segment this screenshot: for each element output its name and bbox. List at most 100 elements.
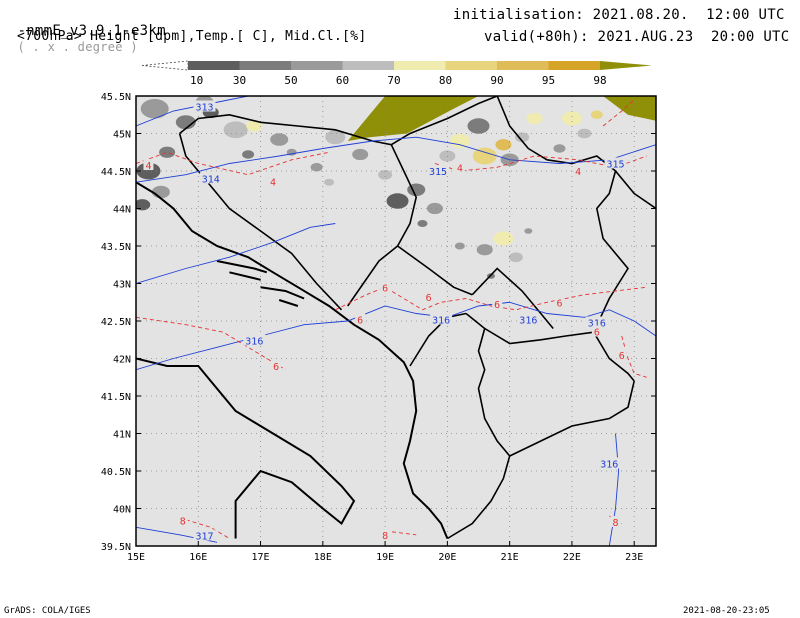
height-contour-label: 316 <box>519 316 537 327</box>
cloud-patch <box>140 98 169 119</box>
init-value: 2021.08.20. 12:00 UTC <box>592 7 785 23</box>
danube-river-border <box>527 147 656 210</box>
temp-contour-6-east <box>621 335 647 378</box>
model-name: -nmmE_v3.9.1-e3km <box>17 23 166 39</box>
height-contour-label: 316 <box>588 319 606 330</box>
height-contour-313 <box>136 96 249 127</box>
cloud-patch <box>310 163 323 172</box>
latitude-labels: 45.5N 45N 44.5N 44N 43.5N 43N 42.5N 42N 41.5N 41N… <box>101 92 131 553</box>
valid-value: 2021.AUG.23 20:00 UTC <box>597 29 790 45</box>
border-croatia-bosnia <box>179 113 392 146</box>
border-montenegro-serbia <box>397 245 473 296</box>
temp-label-bg <box>268 175 279 187</box>
cloud-patch <box>386 193 409 209</box>
cloud-patch <box>417 220 428 227</box>
cloud-patch <box>175 115 196 130</box>
temp-contour-label: 6 <box>357 316 363 327</box>
temp-contour-label: 6 <box>382 283 388 294</box>
cloud-patch <box>454 242 465 250</box>
colorbar-tick-label: 10 <box>190 74 203 87</box>
temp-label-bg <box>271 360 282 371</box>
cloud-patch <box>246 120 263 132</box>
border-bosnia-serbia <box>347 144 418 307</box>
cloud-patch <box>553 144 566 153</box>
cloud-patch <box>136 162 161 180</box>
temp-label-bg <box>380 528 391 540</box>
cloud-patch <box>493 231 514 246</box>
cloud-patch <box>159 146 176 158</box>
border-kosovo-serbia <box>471 267 554 330</box>
colorbar-tick-label: 80 <box>439 74 452 87</box>
cloud-patch <box>515 132 530 143</box>
latitude-label: 43.5N <box>101 242 131 253</box>
colorbar-tick-label: 70 <box>387 74 400 87</box>
temp-contour-label: 6 <box>556 298 562 309</box>
border-albania-east <box>446 312 511 540</box>
height-contour-314 <box>136 223 336 284</box>
init-time: initialisation: 2021.08.20. 12:00 UTC <box>453 7 785 23</box>
temp-contour-8-center <box>385 530 417 536</box>
height-label-bg <box>193 100 216 112</box>
field-description: <700hPa> Height [dpm],Temp.[ C], Mid.Cl.… <box>17 29 367 44</box>
border-macedonia-greece <box>509 380 635 457</box>
island <box>278 299 299 307</box>
colorbar-tick-label: 30 <box>233 74 246 87</box>
temp-contour-label: 6 <box>273 362 279 373</box>
height-label-bg <box>604 157 627 169</box>
latitude-label: 45N <box>113 130 131 141</box>
border-kosovo-macedonia <box>484 327 594 345</box>
colorbar-swatch <box>342 61 394 70</box>
cloud-patch <box>136 199 151 211</box>
cloud-patch <box>603 96 656 121</box>
height-contour-label: 317 <box>195 532 213 543</box>
temp-label-bg <box>554 296 565 308</box>
height-contour-label: 316 <box>245 337 263 348</box>
temp-contour-6-central <box>335 286 647 311</box>
colorbar-swatch <box>291 61 343 70</box>
longitude-label: 16E <box>189 552 207 563</box>
colorbar-swatch <box>445 61 497 70</box>
cloud-patch <box>223 121 248 139</box>
colorbar-swatch <box>548 61 600 70</box>
latitude-label: 41N <box>113 430 131 441</box>
border-macedonia-bulgaria <box>593 331 635 382</box>
cloud-patch <box>270 133 289 146</box>
graticule <box>135 95 656 547</box>
height-contour-label: 316 <box>600 460 618 471</box>
height-label-bg <box>585 316 608 328</box>
cloud-patch <box>449 134 470 148</box>
cloud-patch <box>508 252 523 263</box>
temp-contour-label: 4 <box>575 167 581 178</box>
island <box>229 271 261 281</box>
height-label-bg <box>430 313 453 325</box>
timestamp: 2021-08-20-23:05 <box>683 606 770 616</box>
latitude-label: 40N <box>113 505 131 516</box>
longitude-label: 17E <box>252 552 270 563</box>
temp-label-bg <box>591 325 602 337</box>
height-contour-label: 315 <box>606 160 624 171</box>
colorbar-swatch <box>497 61 549 70</box>
longitude-label: 21E <box>501 552 519 563</box>
cloud-patch <box>495 139 512 151</box>
temp-label-bg <box>177 514 188 526</box>
border-serbia-bulgaria <box>592 170 629 333</box>
latitude-label: 44N <box>113 205 131 216</box>
cloud-patch <box>472 147 497 165</box>
height-label-bg <box>517 313 540 325</box>
cloud-patch <box>467 118 490 134</box>
colorbar-swatch <box>188 61 240 70</box>
cloud-patch <box>526 112 543 125</box>
latitude-label: 43N <box>113 280 131 291</box>
temp-contour-label: 6 <box>594 328 600 339</box>
colorbar-tick-label: 98 <box>593 74 606 87</box>
temp-label-bg <box>355 313 366 325</box>
height-label-bg <box>598 457 621 469</box>
colorbar-tick-label: 90 <box>490 74 503 87</box>
colorbar-tick-label: 50 <box>284 74 297 87</box>
longitude-label: 20E <box>438 552 456 563</box>
temp-label-bg <box>610 516 621 527</box>
temp-label-bg <box>492 297 503 309</box>
temp-label-bg <box>143 159 154 170</box>
cloud-patch <box>378 169 393 180</box>
model-resolution: ( . x . degree ) <box>17 40 138 54</box>
